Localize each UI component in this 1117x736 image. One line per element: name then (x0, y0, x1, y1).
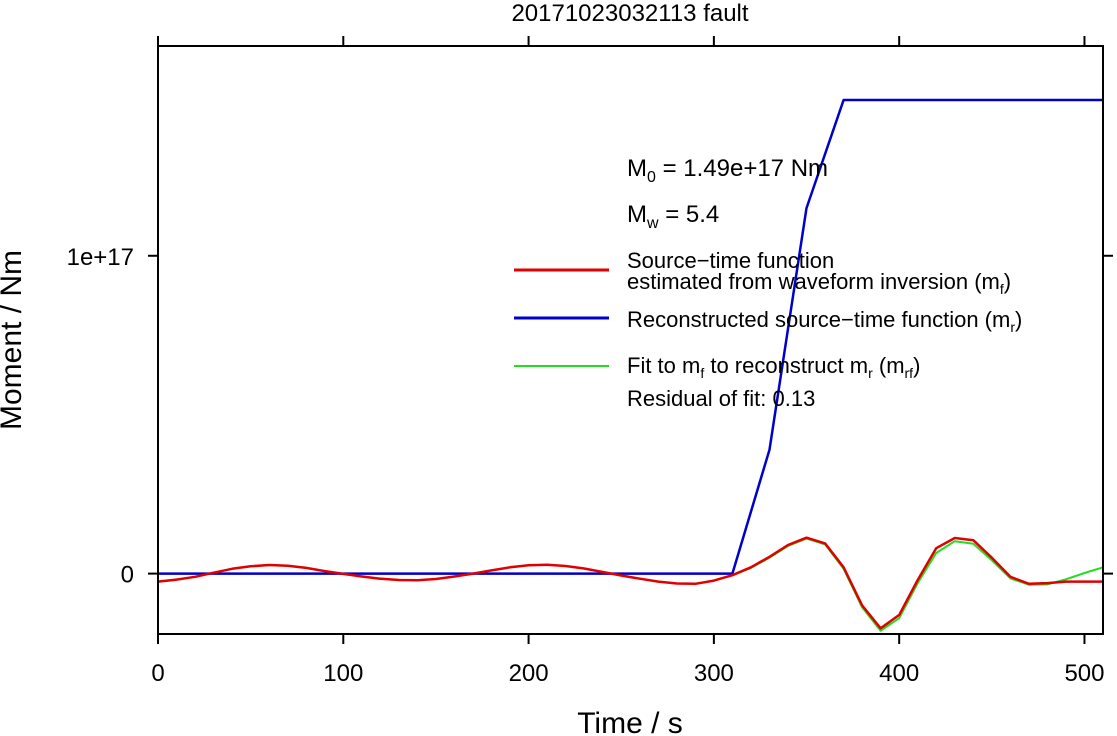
series-line-mf (157, 536, 1103, 630)
mw-annotation: Mw = 5.4 (627, 201, 719, 232)
x-tick-label: 400 (879, 660, 919, 687)
legend-label-mf-line1: Source−time function (627, 248, 834, 273)
legend-label-mf-line2: estimated from waveform inversion (mf) (627, 269, 1011, 297)
residual-annotation: Residual of fit: 0.13 (627, 386, 815, 411)
series-line-mrf (732, 537, 1104, 632)
y-tick-label: 1e+17 (67, 244, 134, 271)
x-tick-label: 200 (509, 660, 549, 687)
series-layer (157, 98, 1104, 632)
plot-frame (157, 45, 1104, 635)
x-tick-label: 100 (323, 660, 363, 687)
legend-label-mrf: Fit to mf to reconstruct mr (mrf) (627, 353, 920, 381)
tick-layer: 0 100 200 300 400 500 0 1e+17 (67, 36, 1113, 687)
x-tick-label: 0 (151, 660, 164, 687)
y-tick-label: 0 (121, 562, 134, 589)
series-line-mr (158, 98, 1103, 575)
x-tick-label: 500 (1064, 660, 1104, 687)
chart-title: 20171023032113 fault (511, 0, 748, 27)
m0-annotation: M0 = 1.49e+17 Nm (627, 155, 828, 186)
y-axis-title: Moment / Nm (0, 250, 28, 430)
legend-label-mr: Reconstructed source−time function (mr) (627, 307, 1022, 335)
x-axis-title: Time / s (577, 707, 683, 736)
x-tick-label: 300 (694, 660, 734, 687)
